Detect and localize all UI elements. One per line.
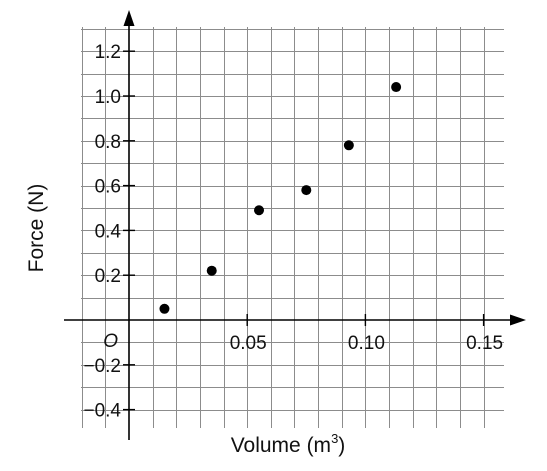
ticks: 0.05 0.10 0.15 −0.4 −0.2 0.2 0.4 0.6 0.8 1.0 1.2 xyxy=(83,42,503,421)
y-tick-label: 0.8 xyxy=(95,132,121,153)
axes xyxy=(64,10,526,440)
y-tick-label: 0.6 xyxy=(95,177,121,198)
y-tick-label: 1.2 xyxy=(95,42,121,63)
x-axis-label-close: ) xyxy=(338,434,345,457)
data-point xyxy=(343,140,354,151)
x-tick-label: 0.10 xyxy=(348,333,385,354)
x-tick-label: 0.05 xyxy=(230,333,267,354)
data-point xyxy=(159,303,170,314)
data-point xyxy=(206,265,217,276)
y-tick-label: −0.2 xyxy=(83,356,121,377)
y-tick-label: 0.2 xyxy=(95,266,121,287)
data-point xyxy=(301,185,312,196)
y-tick-label: 1.0 xyxy=(95,87,121,108)
x-tick-label: 0.15 xyxy=(466,333,503,354)
data-point xyxy=(254,205,265,216)
y-tick-label: −0.4 xyxy=(83,401,121,422)
data-point xyxy=(391,82,402,93)
origin-label: O xyxy=(103,331,118,352)
x-axis-label-superscript: 3 xyxy=(331,431,338,446)
x-axis-label: Volume (m3) xyxy=(231,431,346,457)
grid xyxy=(81,27,504,428)
y-tick-label: 0.4 xyxy=(95,221,122,242)
y-axis-label: Force (N) xyxy=(25,184,48,273)
y-axis-arrowhead xyxy=(123,10,135,26)
x-axis-label-main: Volume (m xyxy=(231,434,331,457)
x-axis-arrowhead xyxy=(510,314,526,326)
labels: O Volume (m3) Force (N) xyxy=(25,184,345,457)
data-points xyxy=(159,82,402,314)
